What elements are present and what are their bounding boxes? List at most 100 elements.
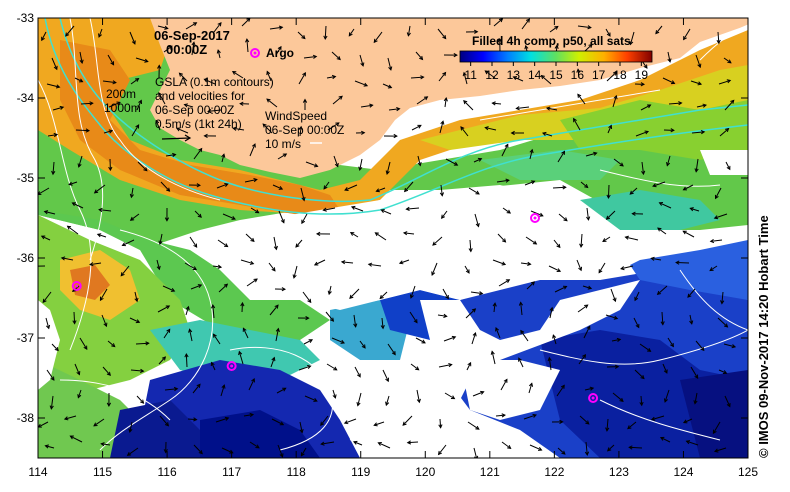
- velocity-arrowhead: [138, 99, 143, 104]
- velocity-arrow: [243, 413, 254, 417]
- velocity-arrowhead: [409, 294, 414, 299]
- velocity-arrow: [500, 379, 508, 391]
- velocity-arrowhead: [694, 168, 699, 173]
- velocity-arrowhead: [584, 304, 589, 309]
- velocity-arrowhead: [192, 266, 198, 271]
- velocity-arrow: [583, 326, 591, 339]
- velocity-arrow: [191, 42, 195, 56]
- velocity-arrow: [580, 233, 583, 247]
- sst-field: [38, 18, 748, 458]
- velocity-arrowhead: [530, 281, 536, 286]
- velocity-arrow: [193, 148, 203, 160]
- velocity-arrowhead: [593, 151, 598, 156]
- velocity-arrowhead: [587, 285, 593, 290]
- velocity-arrowhead: [554, 25, 559, 30]
- velocity-arrowhead: [93, 189, 99, 194]
- velocity-arrow: [266, 71, 272, 82]
- velocity-arrow: [130, 369, 144, 372]
- velocity-arrowhead: [689, 320, 694, 325]
- velocity-arrowhead: [532, 413, 537, 418]
- velocity-arrowhead: [552, 334, 557, 339]
- velocity-arrowhead: [251, 377, 255, 383]
- velocity-arrow: [353, 441, 363, 446]
- velocity-arrow: [303, 55, 317, 59]
- velocity-arrowhead: [361, 344, 366, 349]
- velocity-arrowhead: [652, 183, 657, 188]
- x-tick-label: 122: [544, 465, 564, 479]
- velocity-arrowhead: [157, 64, 162, 69]
- velocity-arrow: [213, 22, 222, 33]
- velocity-arrow: [277, 444, 284, 457]
- velocity-arrowhead: [165, 305, 171, 310]
- velocity-arrowhead: [406, 440, 412, 445]
- velocity-arrowhead: [210, 304, 216, 309]
- velocity-arrowhead: [292, 274, 297, 279]
- velocity-arrow: [520, 330, 529, 342]
- velocity-arrow: [47, 134, 58, 137]
- velocity-arrow: [667, 337, 674, 347]
- velocity-arrow: [474, 213, 479, 227]
- velocity-arrowhead: [697, 63, 702, 69]
- velocity-arrowhead: [640, 375, 645, 380]
- velocity-arrowhead: [135, 124, 140, 129]
- velocity-arrowhead: [647, 347, 652, 352]
- velocity-arrow: [437, 28, 447, 39]
- velocity-arrow: [471, 332, 476, 345]
- argo-float-marker: [588, 393, 599, 403]
- velocity-arrowhead: [89, 101, 94, 106]
- velocity-arrow: [606, 71, 617, 82]
- velocity-arrowhead: [308, 339, 314, 343]
- velocity-arrowhead: [279, 453, 284, 458]
- velocity-arrow: [293, 265, 298, 279]
- velocity-arrow: [529, 444, 542, 451]
- velocity-arrowhead: [216, 49, 221, 54]
- velocity-arrowhead: [266, 70, 271, 76]
- velocity-arrowhead: [657, 227, 662, 232]
- velocity-arrow: [184, 262, 197, 270]
- velocity-arrow: [65, 25, 75, 37]
- velocity-arrow: [75, 129, 89, 132]
- colorbar-title: Filled 4h comp, p50, all sats: [472, 34, 631, 48]
- gsla-text-line-2: and velocities for: [155, 89, 245, 103]
- velocity-arrow: [444, 97, 447, 108]
- velocity-arrow: [718, 79, 731, 85]
- x-tick-label: 118: [287, 465, 306, 479]
- velocity-arrow: [102, 80, 116, 84]
- velocity-arrowhead: [266, 98, 271, 103]
- velocity-arrow: [240, 259, 254, 265]
- velocity-arrow: [444, 392, 455, 400]
- velocity-arrowhead: [210, 361, 215, 367]
- velocity-arrowhead: [579, 243, 584, 248]
- velocity-arrowhead: [232, 126, 237, 131]
- velocity-arrow: [695, 158, 699, 172]
- velocity-arrow: [215, 417, 229, 423]
- velocity-arrowhead: [344, 187, 349, 191]
- velocity-arrowhead: [51, 170, 56, 176]
- velocity-arrowhead: [562, 185, 567, 190]
- velocity-arrowhead: [262, 123, 267, 128]
- velocity-arrow: [321, 441, 335, 445]
- velocity-arrow: [157, 305, 170, 313]
- velocity-arrowhead: [524, 44, 529, 50]
- velocity-arrowhead: [281, 287, 287, 292]
- velocity-arrowhead: [584, 451, 590, 456]
- velocity-arrowhead: [140, 399, 145, 404]
- velocity-arrow: [129, 317, 140, 323]
- velocity-arrowhead: [298, 125, 303, 131]
- velocity-arrow: [233, 127, 245, 131]
- velocity-arrow: [470, 291, 483, 295]
- x-tick-label: 123: [609, 465, 629, 479]
- velocity-arrowhead: [42, 298, 47, 304]
- velocity-arrowhead: [635, 323, 640, 329]
- velocity-arrow: [721, 291, 724, 304]
- velocity-arrow: [100, 288, 108, 301]
- velocity-arrowhead: [460, 126, 465, 131]
- velocity-arrowhead: [315, 231, 321, 237]
- velocity-arrowhead: [480, 390, 485, 395]
- velocity-arrowhead: [554, 44, 559, 49]
- velocity-arrow: [528, 383, 533, 394]
- velocity-arrow: [549, 26, 559, 33]
- velocity-arrow: [548, 265, 561, 272]
- velocity-arrow: [246, 278, 258, 287]
- velocity-arrow: [724, 395, 731, 407]
